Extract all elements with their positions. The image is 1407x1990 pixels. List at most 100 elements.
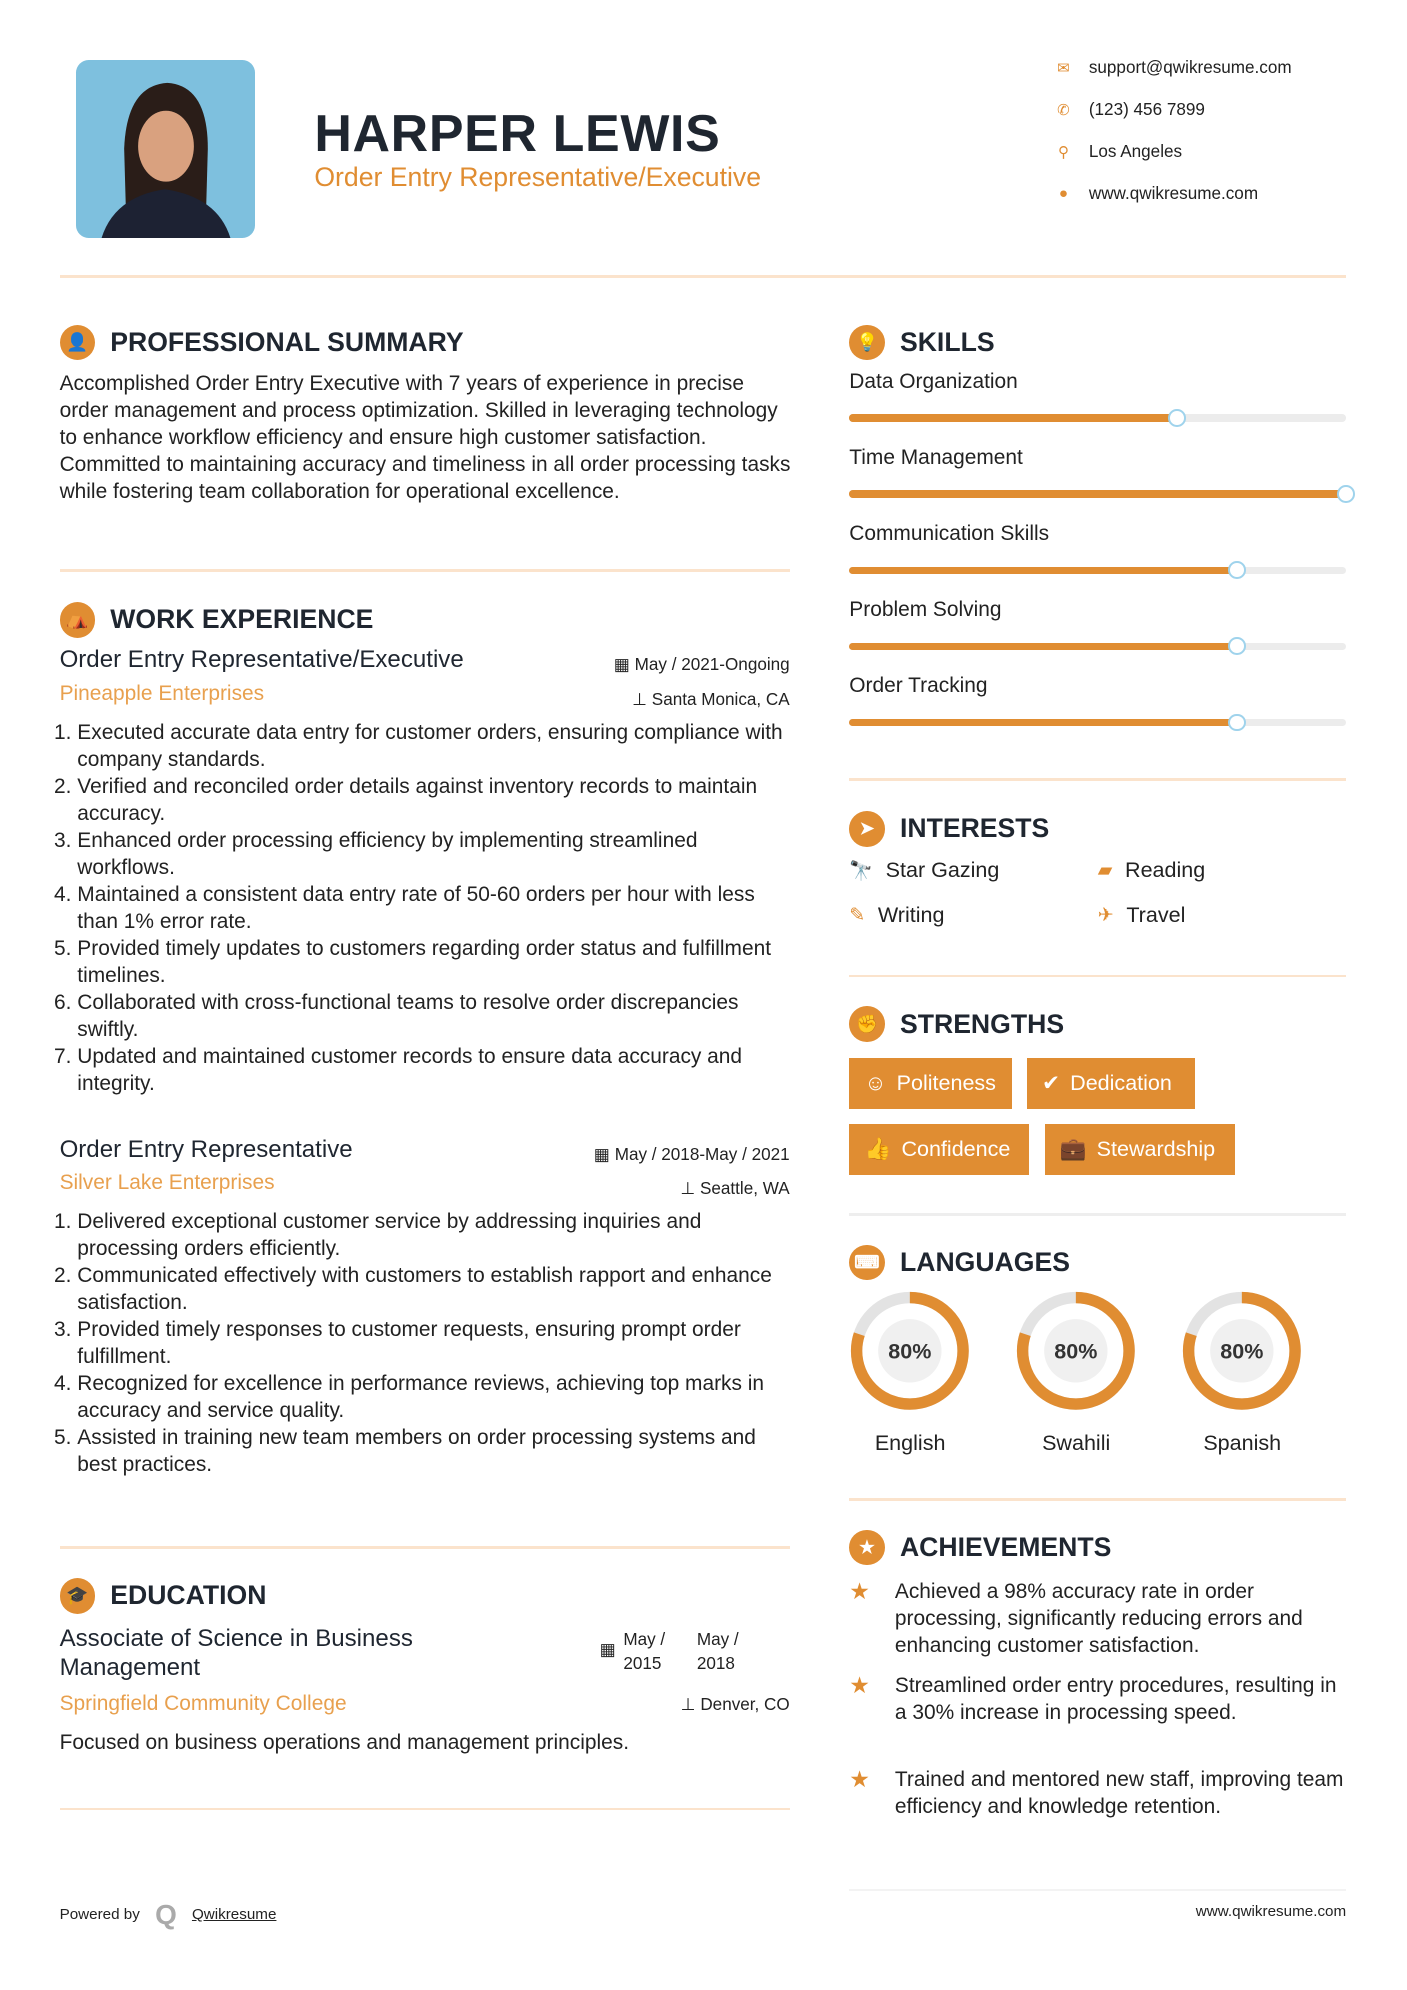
interests-heading: ➤ INTERESTS <box>849 811 1050 847</box>
divider <box>59 1546 790 1549</box>
achievement-item: ★ Streamlined order entry procedures, res… <box>849 1672 1346 1726</box>
contact-phone: ✆ (123) 456 7899 <box>1055 100 1205 120</box>
skill-label: Order Tracking <box>849 674 988 698</box>
bullet: Enhanced order processing efficiency by … <box>77 827 789 881</box>
pin-icon: ⊥ <box>632 689 652 709</box>
divider <box>849 1213 1347 1216</box>
job-title: Order Entry Representative/Executive <box>59 646 464 674</box>
profile-photo <box>76 59 255 239</box>
job-location: ⊥ Seattle, WA <box>680 1179 789 1199</box>
strength-label: Stewardship <box>1096 1137 1216 1162</box>
bullet: Provided timely responses to customer re… <box>77 1316 789 1370</box>
language-ring: 80% <box>1017 1292 1136 1411</box>
strength-label: Politeness <box>896 1071 996 1096</box>
strength-tag: 💼 Stewardship <box>1044 1124 1235 1176</box>
bullet: Updated and maintained customer records … <box>77 1043 789 1097</box>
footer-url[interactable]: www.qwikresume.com <box>1195 1902 1347 1920</box>
calendar-icon: ▦ <box>599 1639 616 1659</box>
summary-text: Accomplished Order Entry Executive with … <box>59 372 791 504</box>
job-title: Order Entry Representative <box>59 1135 353 1163</box>
skill-item: Order Tracking <box>849 674 1347 750</box>
skill-knob <box>1227 637 1246 656</box>
language-icon: ⌨ <box>849 1244 885 1281</box>
language-ring: 80% <box>851 1292 970 1411</box>
language-item: 80% English <box>849 1290 971 1455</box>
heading-text: EDUCATION <box>110 1580 267 1611</box>
strength-tag: 👍 Confidence <box>849 1124 1030 1176</box>
location-text: Denver, CO <box>700 1694 790 1714</box>
heading-text: PROFESSIONAL SUMMARY <box>110 326 464 357</box>
education-dates: ▦ May / 2015 May / 2018 <box>600 1628 761 1676</box>
fist-icon: ✊ <box>849 1006 885 1042</box>
job-date: ▦ May / 2021-Ongoing <box>614 655 790 675</box>
contact-text: support@qwikresume.com <box>1088 58 1292 78</box>
bullet: Communicated effectively with customers … <box>77 1262 789 1316</box>
divider <box>849 1498 1347 1501</box>
heading-text: STRENGTHS <box>899 1008 1065 1039</box>
candidate-title: Order Entry Representative/Executive <box>314 162 762 193</box>
contact-email[interactable]: ✉ support@qwikresume.com <box>1055 58 1292 78</box>
bullet: Recognized for excellence in performance… <box>77 1370 789 1424</box>
interest-label: Writing <box>877 902 945 927</box>
company-name: Pineapple Enterprises <box>59 682 265 706</box>
pin-icon: ⊥ <box>680 1694 701 1714</box>
ring-fill <box>1183 1292 1302 1411</box>
skills-heading: 💡 SKILLS <box>849 324 995 360</box>
phone-icon: ✆ <box>1057 102 1070 120</box>
star-icon: ★ <box>849 1765 870 1792</box>
star-badge-icon: ★ <box>849 1529 885 1566</box>
brand-link[interactable]: Qwikresume <box>191 1906 277 1924</box>
summary-heading: 👤 PROFESSIONAL SUMMARY <box>59 324 464 360</box>
location-text: Santa Monica, CA <box>651 689 790 709</box>
skill-bar <box>849 561 1347 580</box>
language-label: Swahili <box>1042 1430 1111 1455</box>
pencil-icon: ✎ <box>849 904 866 926</box>
skill-knob <box>1227 713 1246 732</box>
footer-brand: Powered by Q Qwikresume <box>60 1899 277 1931</box>
smile-icon: ☺ <box>864 1071 887 1096</box>
interest-item: ✈ Travel <box>1098 903 1186 928</box>
end-date: May / 2018 <box>696 1629 739 1673</box>
pin-icon: ⊥ <box>680 1178 700 1198</box>
heading-text: INTERESTS <box>899 813 1050 844</box>
chair-icon: ⛺ <box>59 602 96 638</box>
language-percent: 80% <box>889 1340 932 1364</box>
skill-bar <box>849 637 1347 656</box>
skill-fill <box>849 713 1246 732</box>
divider <box>849 778 1347 781</box>
bullet: Assisted in training new team members on… <box>77 1424 789 1478</box>
interest-item: ▰ Reading <box>1098 858 1206 883</box>
bullet: Provided timely updates to customers reg… <box>77 935 789 989</box>
user-icon: 👤 <box>59 324 96 360</box>
star-icon: ★ <box>849 1578 870 1605</box>
skill-fill <box>849 409 1187 428</box>
contact-location: ⚲ Los Angeles <box>1055 142 1182 162</box>
skill-knob <box>1168 409 1187 428</box>
job-bullets: Executed accurate data entry for custome… <box>60 719 790 1097</box>
bullet: Executed accurate data entry for custome… <box>77 719 789 773</box>
skill-label: Problem Solving <box>849 598 1002 622</box>
skill-bar <box>849 409 1347 428</box>
bullet: Maintained a consistent data entry rate … <box>77 881 789 935</box>
interest-label: Reading <box>1125 858 1206 883</box>
job-entry: Order Entry Representative/Executive Pin… <box>60 646 790 1096</box>
achievement-text: Streamlined order entry procedures, resu… <box>894 1673 1337 1724</box>
contact-website[interactable]: ● www.qwikresume.com <box>1055 184 1258 204</box>
skill-item: Time Management <box>849 446 1356 522</box>
language-item: 80% Spanish <box>1181 1290 1303 1455</box>
job-date: ▦ May / 2018-May / 2021 <box>594 1145 790 1165</box>
book-icon: ▰ <box>1097 860 1113 882</box>
skills-list: Data Organization Time Management Commun… <box>849 370 1356 750</box>
language-label: Spanish <box>1203 1430 1282 1455</box>
skill-item: Problem Solving <box>849 598 1347 674</box>
divider <box>59 569 790 572</box>
contact-text: Los Angeles <box>1088 141 1183 161</box>
job-location: ⊥ Santa Monica, CA <box>632 690 790 710</box>
heading-text: LANGUAGES <box>899 1247 1070 1278</box>
interest-item: ✎ Writing <box>849 903 944 928</box>
plane-icon: ✈ <box>1097 904 1114 926</box>
lightbulb-icon: 💡 <box>849 324 885 360</box>
language-percent: 80% <box>1221 1340 1264 1364</box>
heading-text: SKILLS <box>899 326 995 357</box>
